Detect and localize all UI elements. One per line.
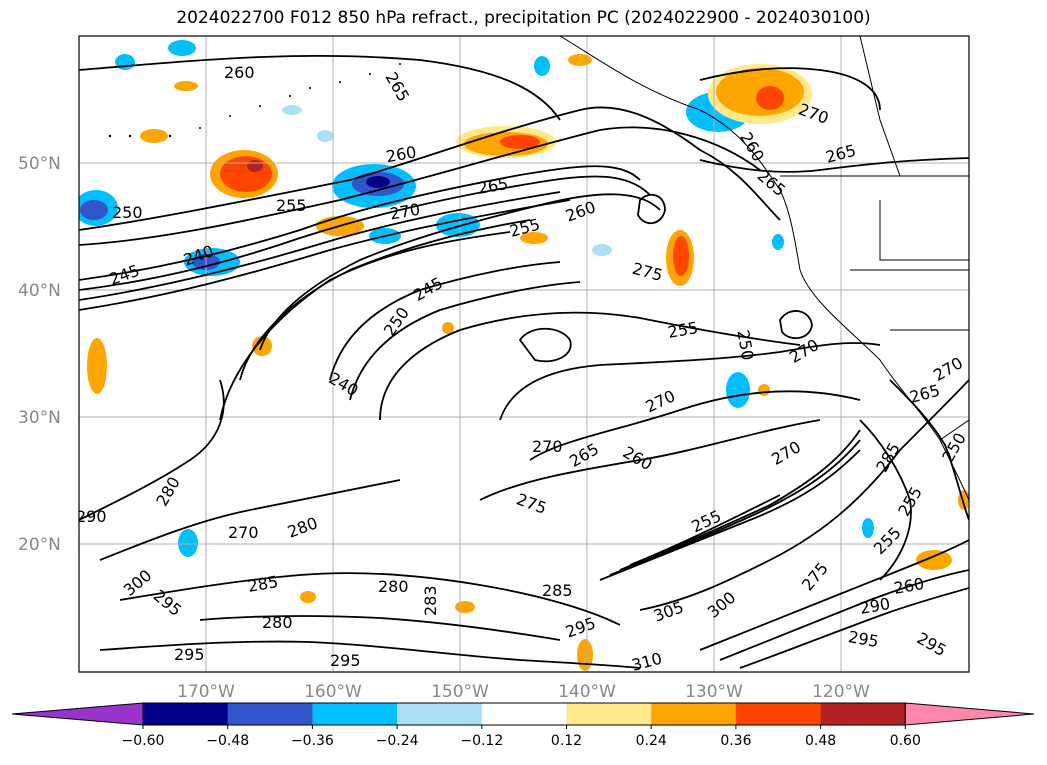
colorbar-segment bbox=[820, 703, 906, 725]
colorbar-segment bbox=[397, 703, 483, 725]
colorbar-extend-high bbox=[904, 702, 1035, 726]
colorbar-tick-label: 0.12 bbox=[551, 733, 582, 749]
colorbar-tick-label: 0.48 bbox=[805, 733, 836, 749]
refractivity-contours bbox=[79, 54, 969, 669]
map-frame bbox=[78, 35, 970, 673]
aleutian-islands bbox=[108, 63, 401, 138]
lon-label: 120°W bbox=[812, 682, 870, 702]
colorbar-segment bbox=[143, 703, 229, 725]
colorbar: −0.60 −0.48 −0.36 −0.24 −0.12 0.12 0.24 0.36 0.4… bbox=[11, 702, 1035, 749]
map-title: 2024022700 F012 850 hPa refract., precip… bbox=[176, 8, 871, 28]
colorbar-tick-label: −0.12 bbox=[460, 733, 503, 749]
lat-label: 30°N bbox=[18, 408, 61, 428]
colorbar-extend-low bbox=[11, 702, 144, 726]
colorbar-tick-label: −0.24 bbox=[376, 733, 419, 749]
colorbar-tick-label: −0.36 bbox=[291, 733, 334, 749]
precip-shading bbox=[79, 40, 969, 671]
colorbar-tick-label: −0.48 bbox=[206, 733, 249, 749]
colorbar-segment bbox=[481, 703, 567, 725]
colorbar-segment bbox=[566, 703, 652, 725]
longitude-labels: 170°W 160°W 150°W 140°W 130°W 120°W bbox=[177, 682, 870, 702]
colorbar-tick-label: −0.60 bbox=[122, 733, 165, 749]
lon-label: 170°W bbox=[177, 682, 235, 702]
contour-label: 310 bbox=[630, 649, 664, 675]
lon-label: 140°W bbox=[558, 682, 616, 702]
contour-label: 270 bbox=[532, 437, 563, 456]
lon-label: 130°W bbox=[685, 682, 743, 702]
contour-label: 260 bbox=[224, 63, 255, 82]
contour-label: 295 bbox=[174, 645, 205, 664]
colorbar-tick-label: 0.60 bbox=[890, 733, 921, 749]
coastlines bbox=[559, 36, 969, 501]
colorbar-tick-label: 0.24 bbox=[636, 733, 667, 749]
colorbar-segment bbox=[651, 703, 737, 725]
gridlines bbox=[79, 36, 969, 672]
colorbar-segment bbox=[227, 703, 313, 725]
contour-label: 270 bbox=[228, 523, 259, 542]
lon-label: 160°W bbox=[304, 682, 362, 702]
lat-label: 20°N bbox=[18, 535, 61, 555]
contour-label: 250 bbox=[112, 203, 143, 222]
lat-label: 40°N bbox=[18, 281, 61, 301]
colorbar-tick-label: 0.36 bbox=[720, 733, 751, 749]
contour-label: 295 bbox=[330, 651, 361, 670]
contour-label: 280 bbox=[262, 613, 293, 632]
contour-label: 280 bbox=[378, 577, 409, 596]
contour-label: 255 bbox=[276, 196, 307, 215]
lat-label: 50°N bbox=[18, 154, 61, 174]
contour-label: 285 bbox=[542, 581, 573, 600]
colorbar-outline bbox=[142, 702, 906, 726]
colorbar-segment bbox=[312, 703, 398, 725]
lon-label: 150°W bbox=[431, 682, 489, 702]
colorbar-segment bbox=[735, 703, 822, 725]
latitude-labels: 50°N 40°N 30°N 20°N bbox=[18, 154, 61, 555]
contour-label: 283 bbox=[421, 585, 440, 616]
contour-label: 290 bbox=[76, 507, 107, 526]
